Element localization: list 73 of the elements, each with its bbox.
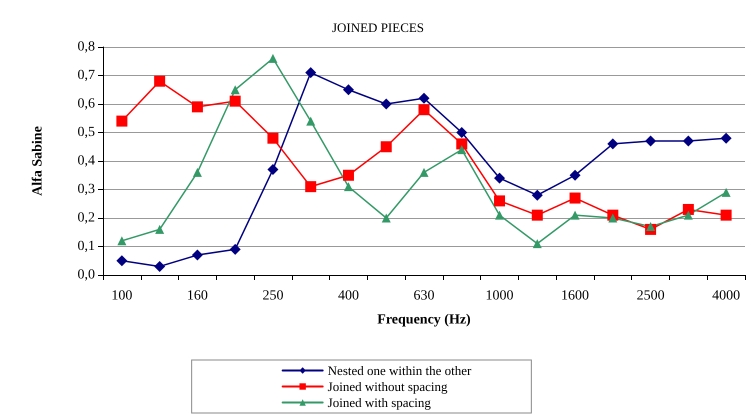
point [306, 116, 316, 126]
y-tick-label: 0,8 [78, 40, 95, 54]
point [267, 132, 278, 144]
y-tick-label: 0,5 [78, 125, 95, 140]
point [608, 214, 618, 222]
point [532, 210, 543, 221]
y-tick-label: 0,0 [78, 268, 95, 282]
point [682, 204, 694, 215]
point [192, 250, 203, 261]
y-tick-label: 0,6 [78, 96, 95, 112]
point [684, 210, 693, 220]
point [570, 210, 580, 220]
point [342, 84, 354, 96]
x-tick-label: 1000 [486, 288, 514, 304]
point [420, 168, 428, 177]
y-tick-label: 0,1 [78, 239, 95, 254]
point [532, 190, 543, 201]
y-tick-label: 0,4 [78, 154, 95, 168]
point [154, 260, 166, 272]
point [456, 138, 468, 150]
point [267, 164, 278, 176]
x-tick-label: 630 [414, 288, 434, 304]
point [418, 104, 430, 116]
point [230, 96, 241, 107]
legend-label: Nested one within the other [328, 363, 472, 378]
point [682, 136, 694, 147]
point [230, 244, 241, 255]
point [645, 136, 656, 147]
point [342, 170, 354, 181]
y-tick-label: 0,7 [78, 68, 95, 83]
point [382, 214, 391, 222]
point [268, 54, 278, 63]
point [570, 170, 581, 181]
point [532, 239, 542, 248]
point [154, 76, 166, 87]
x-tick-label: 4000 [712, 288, 740, 304]
point [607, 138, 618, 150]
point [457, 145, 466, 154]
x-tick-label: 250 [262, 288, 284, 304]
y-axis-title: Alfa Sabine [30, 126, 46, 196]
point [116, 255, 128, 266]
x-tick-label: 400 [338, 288, 359, 304]
point [418, 92, 430, 104]
point [494, 172, 506, 184]
point [456, 127, 468, 138]
point [720, 210, 732, 221]
point [570, 192, 581, 204]
point [380, 98, 392, 110]
point [116, 116, 128, 127]
legend-label: Joined without spacing [328, 379, 448, 394]
point [495, 210, 504, 220]
point [722, 188, 731, 197]
point [155, 224, 164, 234]
point [646, 222, 656, 232]
point [380, 141, 392, 152]
point [192, 168, 202, 177]
point [720, 132, 732, 144]
point [305, 181, 316, 192]
point [230, 85, 240, 94]
point [192, 101, 203, 112]
y-tick-label: 0,3 [78, 182, 95, 197]
point [494, 195, 506, 206]
chart-title: JOINED PIECES [332, 20, 424, 35]
x-tick-label: 2500 [636, 288, 665, 304]
x-tick-label: 160 [186, 288, 208, 304]
point [344, 182, 353, 192]
y-tick-label: 0,2 [78, 210, 95, 226]
point [117, 236, 126, 246]
legend-label: Joined with spacing [328, 395, 432, 410]
point [305, 67, 316, 78]
x-axis-title: Frequency (Hz) [377, 312, 472, 328]
x-tick-label: 1600 [561, 288, 590, 304]
x-tick-label: 100 [111, 288, 132, 304]
